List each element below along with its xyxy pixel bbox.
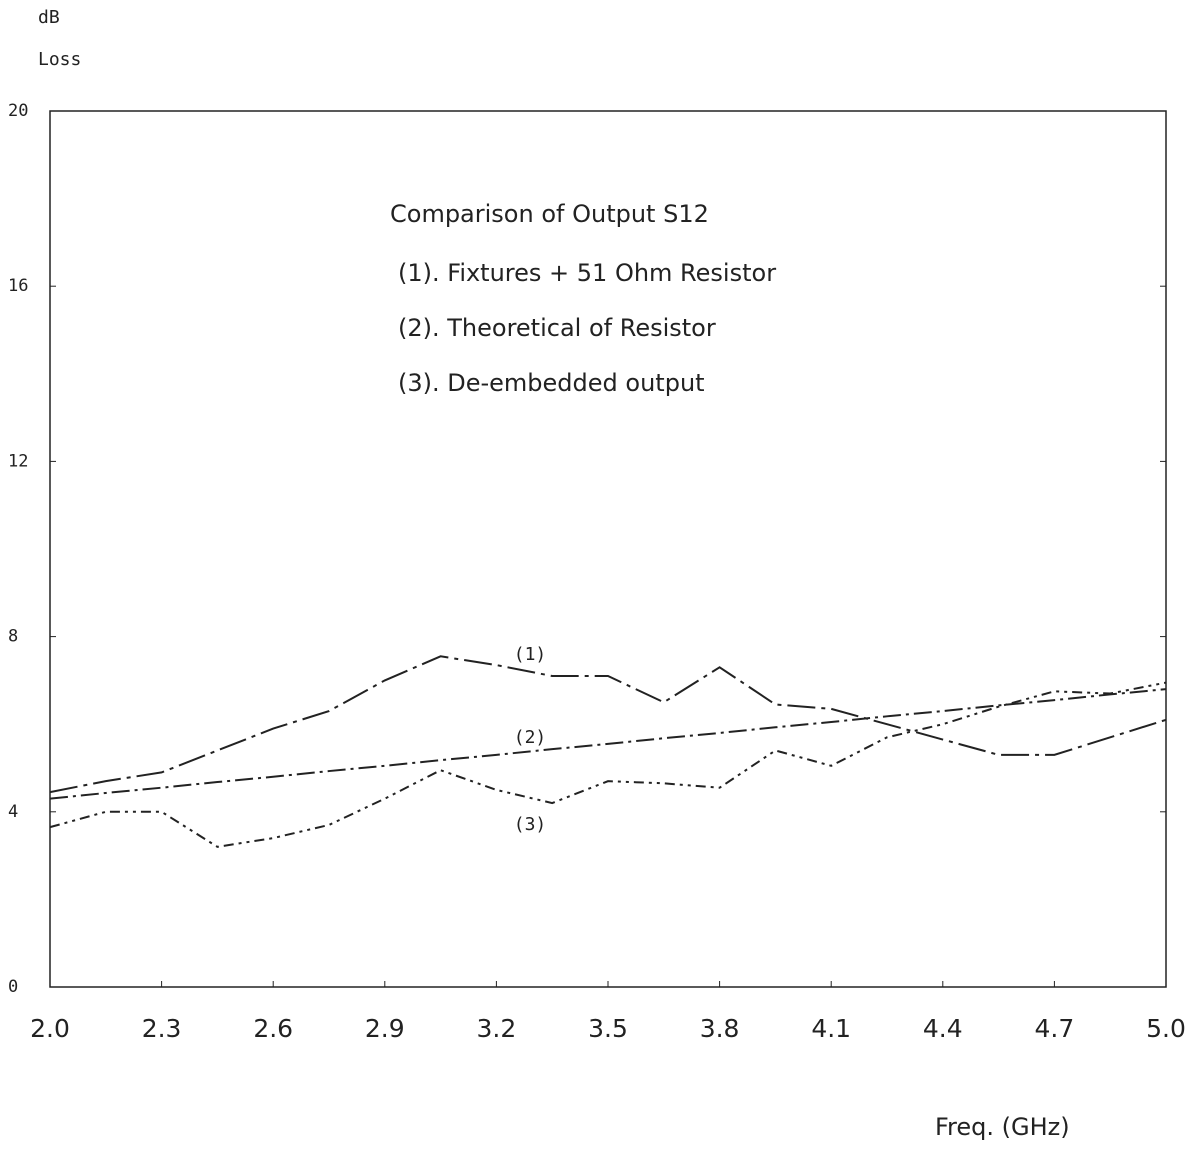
x-tick-label: 2.3	[142, 1014, 182, 1043]
series-line	[49, 681, 1167, 848]
x-tick-label: 5.0	[1146, 1014, 1186, 1043]
series-line	[49, 688, 1167, 800]
annotation: (1)	[514, 644, 547, 665]
y-axis-label: dB	[38, 7, 60, 28]
x-tick-label: 2.6	[253, 1014, 293, 1043]
y-tick-label: 16	[8, 276, 28, 296]
y-tick-label: 8	[8, 627, 18, 647]
series-line	[49, 655, 1167, 794]
x-axis-label: Freq. (GHz)	[935, 1113, 1070, 1141]
legend-entry: (1). Fixtures + 51 Ohm Resistor	[398, 259, 776, 287]
y-tick-label: 0	[8, 977, 18, 997]
plot-frame	[49, 110, 1167, 988]
x-tick-label: 3.8	[700, 1014, 740, 1043]
legend-entry: (2). Theoretical of Resistor	[398, 314, 716, 342]
y-tick-label: 20	[8, 101, 28, 121]
x-tick-label: 3.2	[477, 1014, 517, 1043]
annotation: (2)	[514, 727, 547, 748]
annotation: (3)	[514, 814, 547, 835]
legend-entry: (3). De-embedded output	[398, 369, 705, 397]
x-tick-label: 4.7	[1035, 1014, 1075, 1043]
x-tick-label: 4.1	[811, 1014, 851, 1043]
y-tick-label: 12	[8, 451, 28, 471]
x-tick-label: 2.0	[30, 1014, 70, 1043]
x-tick-label: 2.9	[365, 1014, 405, 1043]
x-tick-label: 3.5	[588, 1014, 628, 1043]
x-tick-label: 4.4	[923, 1014, 963, 1043]
y-axis-label: Loss	[38, 49, 81, 70]
chart-title: Comparison of Output S12	[390, 200, 709, 228]
y-tick-label: 4	[8, 802, 18, 822]
